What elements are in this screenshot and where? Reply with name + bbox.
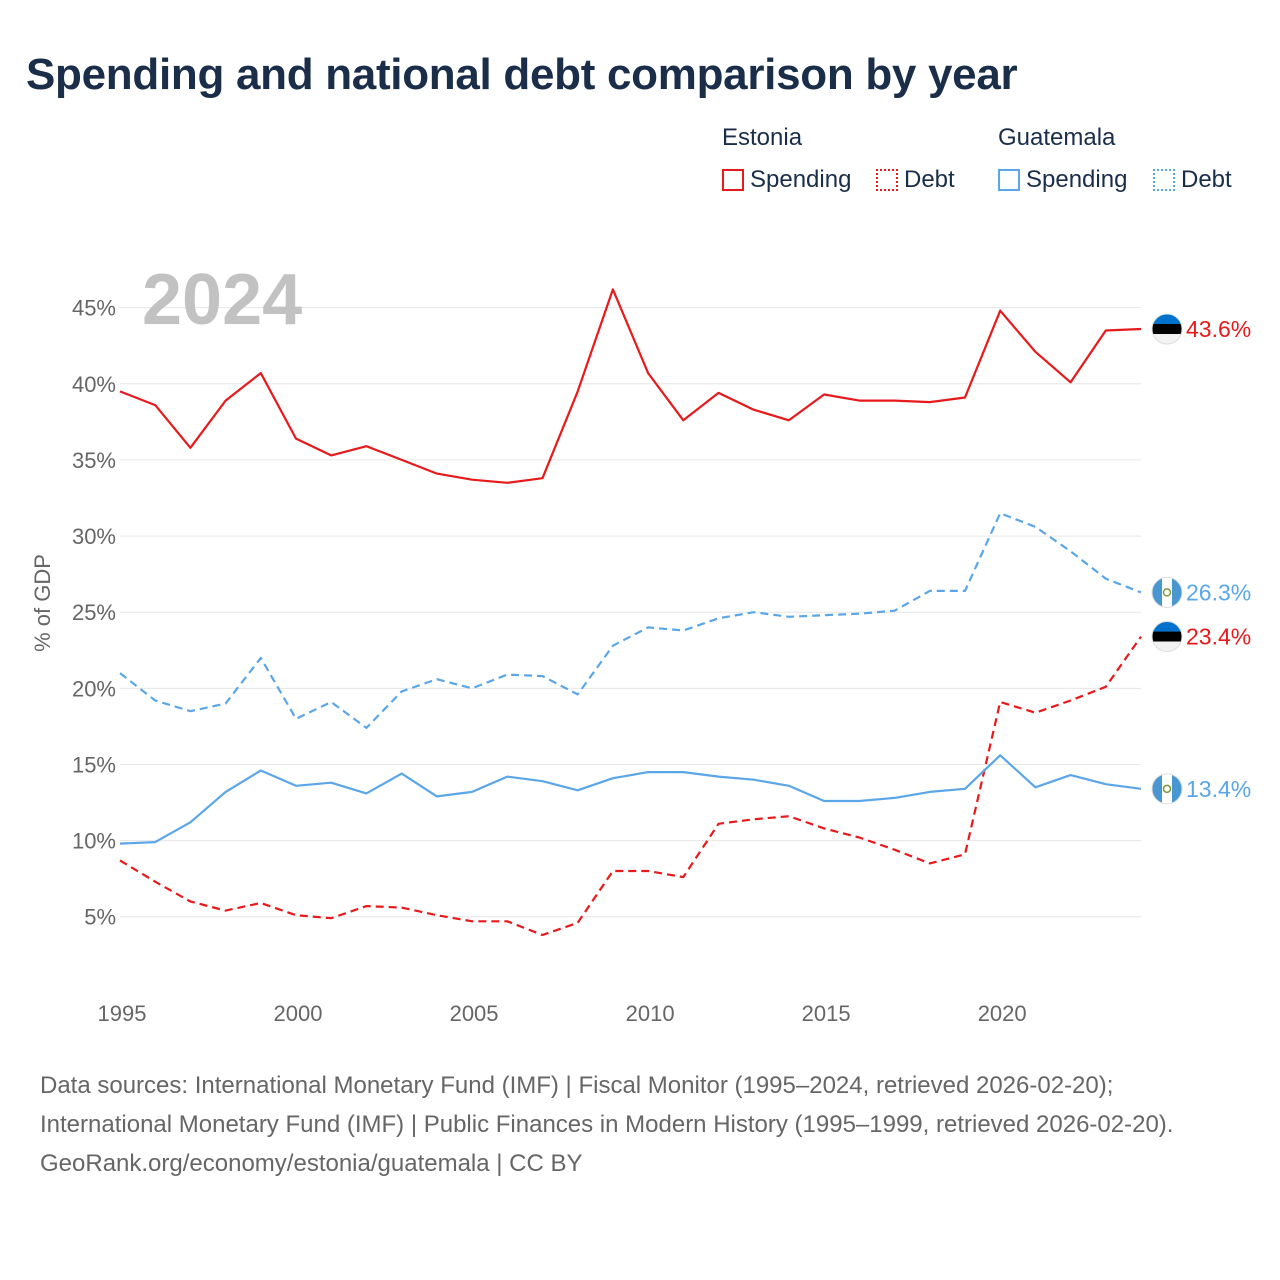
series-guatemala-debt [119,512,1142,730]
x-tick-label: 2015 [802,1001,851,1026]
y-axis-label: % of GDP [30,554,55,652]
legend-swatch-guatemala-debt [1153,169,1175,191]
y-axis-ticks: 5% 10% 15% 20% 25% 30% 35% 40% 45% [72,296,116,930]
legend-label-guatemala-debt: Debt [1181,166,1232,193]
flag-guatemala-icon [1151,773,1183,805]
legend-label-guatemala-spending: Spending [1026,166,1128,193]
series-estonia-spending [119,288,1142,484]
x-tick-label: 2020 [978,1001,1027,1026]
y-tick-label: 20% [72,676,116,701]
series-estonia-debt [119,635,1142,937]
flag-guatemala-icon [1151,576,1183,608]
legend-item-estonia-spending[interactable]: Spending [722,166,851,194]
y-tick-label: 25% [72,600,116,625]
series-lines [119,288,1142,937]
y-tick-label: 40% [72,372,116,397]
y-tick-label: 35% [72,448,116,473]
legend-swatch-guatemala-spending [998,169,1020,191]
legend-group-estonia: Estonia [722,124,803,151]
x-tick-label: 2000 [274,1001,323,1026]
y-tick-label: 45% [72,296,116,321]
x-axis-ticks: 1995 2000 2005 2010 2015 2020 [98,1001,1027,1026]
grid-lines [120,307,1141,918]
legend-label-estonia-debt: Debt [904,166,955,193]
line-chart: 2024 5% 10% 15% 20% 25% 30% 35% 40% 45% 1995 2000… [30,260,1251,1026]
series-guatemala-spending [119,754,1142,845]
legend-item-guatemala-debt[interactable]: Debt [1153,166,1232,194]
legend-swatch-estonia-debt [876,169,898,191]
legend-item-guatemala-spending[interactable]: Spending [998,166,1127,194]
y-tick-label: 10% [72,829,116,854]
x-tick-label: 2010 [626,1001,675,1026]
footer: Data sources: International Monetary Fun… [40,1066,1240,1183]
legend-swatch-estonia-spending [722,169,744,191]
end-value-label: 43.6% [1186,316,1251,342]
x-tick-label: 1995 [98,1001,147,1026]
data-sources: Data sources: International Monetary Fun… [40,1072,1174,1138]
y-tick-label: 30% [72,524,116,549]
end-value-label: 13.4% [1186,776,1251,802]
end-value-label: 23.4% [1186,624,1251,650]
y-tick-label: 15% [72,752,116,777]
end-labels: 43.6% 26.3% 23.4% 13.4% [1151,313,1251,805]
y-tick-label: 5% [84,905,116,930]
year-watermark: 2024 [142,260,302,340]
legend-item-estonia-debt[interactable]: Debt [876,166,955,194]
legend-group-guatemala: Guatemala [998,124,1116,151]
end-value-label: 26.3% [1186,579,1251,605]
flag-estonia-icon [1151,621,1183,653]
chart-title: Spending and national debt comparison by… [26,50,1018,99]
legend-label-estonia-spending: Spending [750,166,852,193]
x-tick-label: 2005 [450,1001,499,1026]
flag-estonia-icon [1151,313,1183,345]
credit-link[interactable]: GeoRank.org/economy/estonia/guatemala | … [40,1150,583,1177]
